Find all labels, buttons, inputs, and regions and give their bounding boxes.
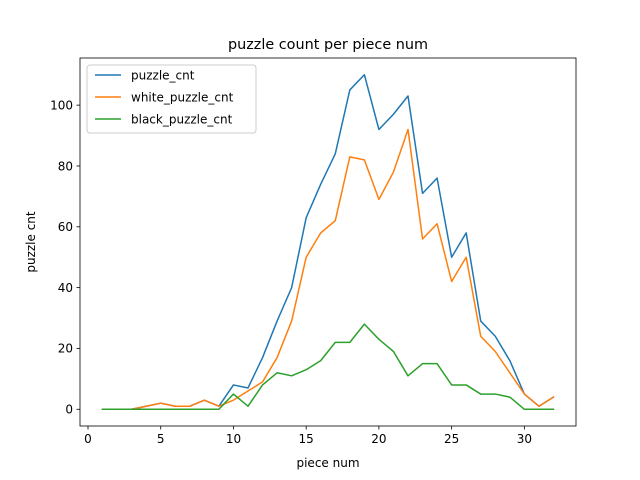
series-line-black-puzzle-cnt (101, 323, 555, 411)
chart-title: puzzle count per piece num (228, 37, 428, 53)
legend-label-puzzle-cnt: puzzle_cnt (131, 68, 195, 82)
series-group (101, 73, 555, 411)
x-tick-label: 25 (444, 432, 459, 446)
x-tick-label: 15 (299, 432, 314, 446)
legend-label-white-puzzle-cnt: white_puzzle_cnt (131, 90, 234, 104)
y-tick-label: 80 (58, 159, 73, 173)
series-line-white-puzzle-cnt (101, 128, 555, 411)
x-axis-label: piece num (296, 456, 359, 470)
y-tick-label: 0 (65, 403, 73, 417)
x-tick-label: 0 (84, 432, 92, 446)
legend: puzzle_cnt white_puzzle_cnt black_puzzle_c… (86, 64, 257, 134)
y-tick-label: 20 (58, 342, 73, 356)
x-tick-label: 5 (157, 432, 165, 446)
x-tick-label: 20 (371, 432, 386, 446)
y-tick-label: 60 (58, 220, 73, 234)
axes-frame (79, 57, 577, 427)
y-tick-label: 100 (50, 98, 73, 112)
x-tick-label: 10 (226, 432, 241, 446)
axes-group: 0 5 10 15 20 25 30 0 20 40 60 80 100 (50, 57, 577, 446)
legend-box (86, 64, 257, 134)
legend-label-black-puzzle-cnt: black_puzzle_cnt (131, 112, 233, 126)
x-tick-label: 30 (517, 432, 532, 446)
y-tick-label: 40 (58, 281, 73, 295)
y-axis-label: puzzle cnt (24, 211, 38, 273)
